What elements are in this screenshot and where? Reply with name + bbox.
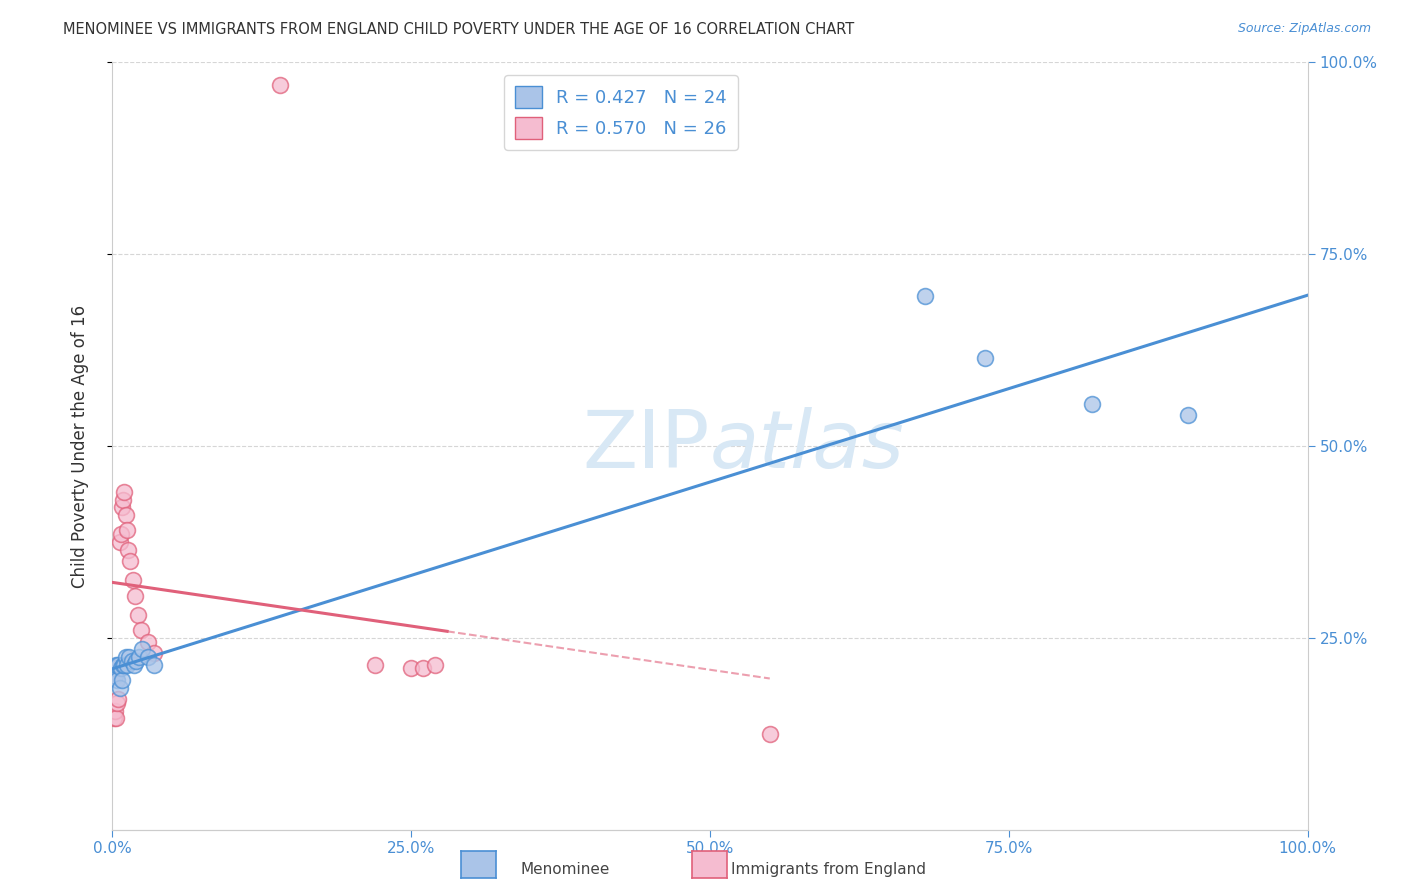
Text: Source: ZipAtlas.com: Source: ZipAtlas.com [1237,22,1371,36]
Point [108,534,131,549]
Point [110,661,132,675]
Point [131,642,153,657]
Point [114,657,135,672]
Point [914,289,936,303]
Text: Immigrants from England: Immigrants from England [731,863,927,877]
Point [759,726,782,740]
Point [143,657,166,672]
Text: ZIP: ZIP [582,407,710,485]
Point [104,669,127,683]
Point [122,657,145,672]
Point [425,657,447,672]
Point [111,500,134,515]
Point [114,649,136,664]
Point [118,649,141,664]
Point [104,704,127,718]
Point [1081,397,1104,411]
Point [364,657,387,672]
Point [1177,409,1199,423]
Point [412,661,434,675]
Point [125,654,148,668]
Point [121,654,143,668]
Point [138,634,160,648]
Text: MENOMINEE VS IMMIGRANTS FROM ENGLAND CHILD POVERTY UNDER THE AGE OF 16 CORRELATI: MENOMINEE VS IMMIGRANTS FROM ENGLAND CHI… [63,22,855,37]
Point [117,542,139,557]
Point [124,589,146,603]
Point [105,696,128,710]
Text: atlas: atlas [710,407,905,485]
Point [105,673,128,687]
Point [107,692,129,706]
Point [115,657,138,672]
Point [110,527,132,541]
Y-axis label: Child Poverty Under the Age of 16: Child Poverty Under the Age of 16 [70,304,89,588]
Point [112,657,135,672]
Point [120,554,142,568]
Point [401,661,423,675]
Point [115,524,138,538]
Point [143,646,166,660]
Point [121,573,143,587]
Point [105,657,128,672]
Point [128,649,150,664]
Point [114,508,136,522]
Point [107,657,129,672]
Point [111,673,134,687]
Point [103,661,125,675]
Point [103,711,125,725]
Point [105,711,128,725]
Point [129,623,152,637]
Point [108,681,131,695]
Point [127,607,149,622]
Legend: R = 0.427   N = 24, R = 0.570   N = 26: R = 0.427 N = 24, R = 0.570 N = 26 [503,75,738,150]
Point [112,492,135,507]
Point [138,649,160,664]
Point [974,351,997,365]
Point [114,485,135,500]
Point [269,78,291,93]
Text: Menominee: Menominee [520,863,610,877]
